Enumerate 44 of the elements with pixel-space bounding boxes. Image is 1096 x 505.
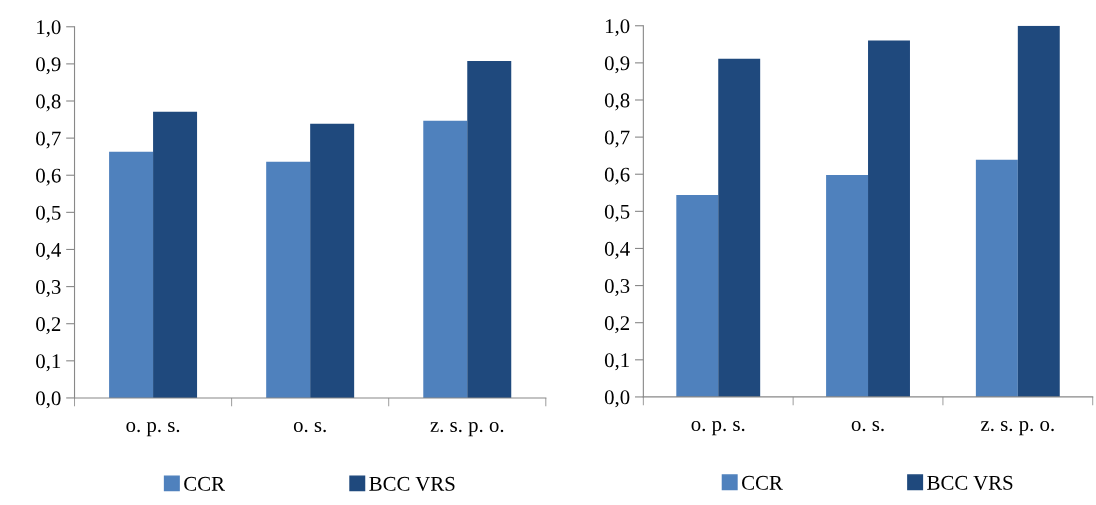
bar (266, 161, 311, 398)
y-tick-label: 0,6 (604, 167, 630, 185)
legend-label: BCC VRS (369, 476, 455, 491)
bar (826, 174, 869, 397)
y-tick-label: 0,9 (36, 57, 61, 75)
bar (676, 195, 719, 397)
y-tick-label: 0,0 (604, 390, 630, 408)
y-tick-label: 0,6 (36, 168, 61, 186)
x-tick-label: z. s. p. o. (430, 422, 504, 437)
x-tick-label: o. p. s. (691, 421, 745, 436)
y-tick-label: 0,1 (36, 354, 61, 372)
legend-label: CCR (742, 475, 783, 490)
y-tick-label: 0,0 (36, 391, 61, 409)
y-tick-label: 0,5 (604, 204, 630, 222)
bar (467, 60, 512, 398)
y-tick-label: 0,7 (604, 130, 630, 148)
bar (1017, 25, 1060, 397)
x-tick-label: o. s. (851, 421, 884, 432)
y-tick-label: 0,9 (604, 56, 630, 74)
bar (423, 120, 468, 398)
y-tick-label: 0,4 (36, 242, 62, 260)
y-tick-label: 0,5 (36, 205, 61, 223)
y-tick-label: 0,2 (604, 316, 630, 334)
x-tick-label: o. p. s. (126, 422, 180, 437)
y-tick-label: 0,8 (604, 93, 630, 111)
y-tick-label: 0,7 (36, 131, 61, 149)
y-tick-label: 0,3 (36, 279, 61, 298)
y-tick-label: 0,3 (604, 278, 630, 297)
bar (109, 151, 154, 398)
y-tick-label: 0,1 (604, 353, 629, 371)
y-tick-label: 0,2 (36, 317, 61, 335)
y-tick-label: 0,4 (604, 241, 630, 259)
x-tick-label: z. s. p. o. (981, 421, 1054, 436)
bar (310, 123, 355, 398)
legend-label: CCR (184, 476, 225, 491)
x-tick-label: o. s. (293, 422, 326, 433)
bar (153, 111, 198, 398)
y-tick-label: 1,0 (605, 19, 630, 37)
bar (868, 40, 910, 397)
y-tick-label: 1,0 (37, 20, 61, 38)
y-tick-label: 0,8 (36, 94, 61, 112)
legend-label: BCC VRS (927, 475, 1013, 490)
bar (975, 159, 1018, 397)
bar (718, 58, 761, 397)
